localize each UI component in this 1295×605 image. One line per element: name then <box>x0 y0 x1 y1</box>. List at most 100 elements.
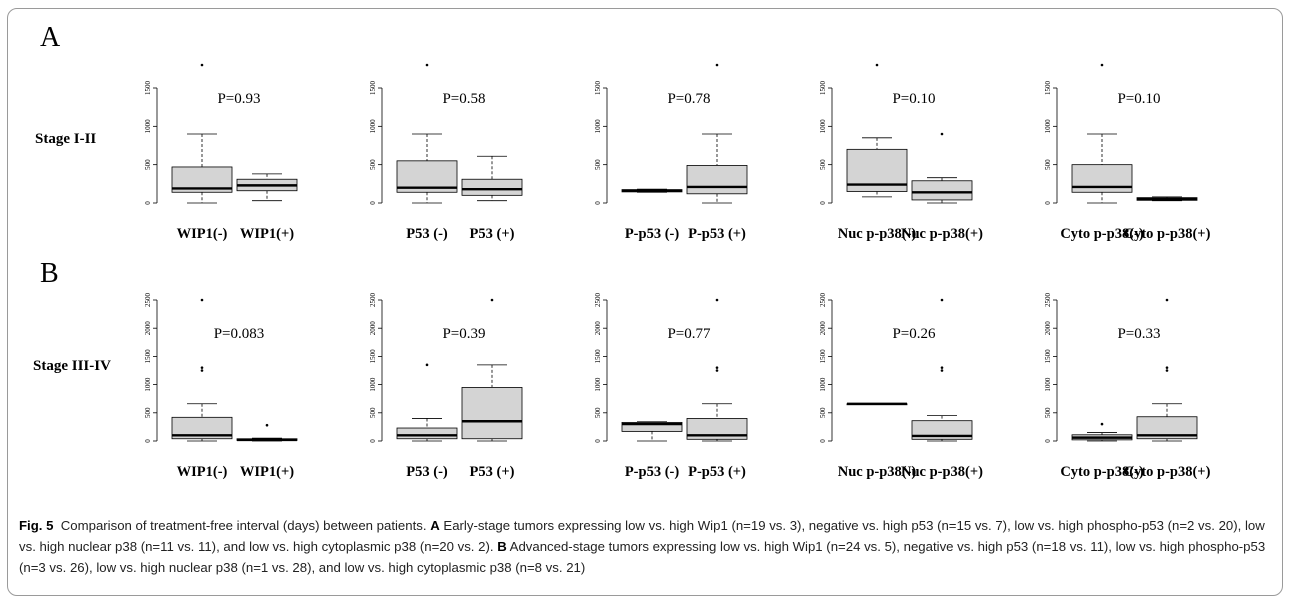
plot-4-y-tick-label: 0 <box>819 201 827 205</box>
stage-label-b: Stage III-IV <box>33 358 111 374</box>
plot-6-group-1-outlier <box>200 298 204 302</box>
plot-4-y-tick-label: 1500 <box>819 81 827 96</box>
plot-4-group-1-label: Nuc p-p38(-) <box>838 226 917 242</box>
plot-9-y-tick-label: 2500 <box>819 293 827 308</box>
plot-8-group-2-outlier <box>715 366 719 369</box>
plot-9-y-tick-label: 2000 <box>819 321 827 336</box>
plot-2-group-1-label: P53 (-) <box>406 226 448 242</box>
plot-2-y-tick-label: 500 <box>369 159 377 170</box>
plot-8-group-2-label: P-p53 (+) <box>688 464 746 480</box>
plot-6-y-tick-label: 1500 <box>144 349 152 364</box>
plot-6-group-1-box <box>171 416 233 440</box>
plot-6-y-tick-label: 2000 <box>144 321 152 336</box>
plot-10-y-tick-label: 500 <box>1044 407 1052 418</box>
plot-7-p-value: P=0.39 <box>442 326 485 342</box>
plot-2-y-tick-label: 0 <box>369 201 377 205</box>
plot-5-group-1-outlier <box>1100 63 1104 67</box>
plot-10-p-value: P=0.33 <box>1117 326 1160 342</box>
plot-1-y-tick-label: 1500 <box>144 81 152 96</box>
plot-7-y-tick-label: 500 <box>369 407 377 418</box>
plot-3-group-2-label: P-p53 (+) <box>688 226 746 242</box>
plot-6-group-1-outlier <box>200 369 204 372</box>
plot-8-group-1-label: P-p53 (-) <box>625 464 680 480</box>
plot-6-group-2-label: WIP1(+) <box>240 464 294 480</box>
plot-10-group-2-label: Cyto p-p38(+) <box>1124 464 1211 480</box>
stage-label-a: Stage I-II <box>35 131 97 147</box>
plot-10-y-tick-label: 1500 <box>1044 349 1052 364</box>
plot-10-group-2-outlier <box>1165 298 1169 302</box>
plot-1-group-2-label: WIP1(+) <box>240 226 294 242</box>
panel-b-letter: B <box>40 258 59 289</box>
plot-7-group-2-box <box>461 387 523 440</box>
plot-1-y-tick-label: 500 <box>144 159 152 170</box>
plot-9-y-tick-label: 0 <box>819 439 827 443</box>
plot-1-y-tick-label: 1000 <box>144 119 152 134</box>
plot-5-group-2-label: Cyto p-p38(+) <box>1124 226 1211 242</box>
plot-7-y-tick-label: 0 <box>369 439 377 443</box>
plot-7-group-1-outlier <box>425 363 429 367</box>
plot-1-group-1-label: WIP1(-) <box>177 226 228 242</box>
plot-9-group-2-outlier <box>940 298 944 302</box>
plot-6-p-value: P=0.083 <box>214 326 265 342</box>
plot-10-group-2-outlier <box>1165 366 1169 369</box>
plot-4-group-2-box <box>911 180 973 201</box>
plot-2-group-2-box <box>461 178 523 196</box>
plot-5-y-tick-label: 500 <box>1044 159 1052 170</box>
plot-5-group-1-label: Cyto p-p38(-) <box>1060 226 1144 242</box>
plot-4-group-2-label: Nuc p-p38(+) <box>901 226 983 242</box>
plot-3-y-tick-label: 1500 <box>594 81 602 96</box>
plot-6-group-2-outlier <box>265 423 269 427</box>
plot-6-y-tick-label: 0 <box>144 439 152 443</box>
plot-1-y-tick-label: 0 <box>144 201 152 205</box>
plot-3-y-tick-label: 1000 <box>594 119 602 134</box>
plot-8-y-tick-label: 0 <box>594 439 602 443</box>
plot-5-y-tick-label: 1000 <box>1044 119 1052 134</box>
plot-3-group-2-box <box>686 165 748 195</box>
figure-frame <box>7 8 1283 596</box>
plot-7-y-tick-label: 2000 <box>369 321 377 336</box>
caption-intro: Comparison of treatment-free interval (d… <box>60 518 427 533</box>
plot-4-group-1-outlier <box>875 63 879 67</box>
caption-b-text: Advanced-stage tumors expressing low vs.… <box>19 539 1266 575</box>
plot-7-y-tick-label: 1500 <box>369 349 377 364</box>
plot-4-y-tick-label: 1000 <box>819 119 827 134</box>
plot-3-p-value: P=0.78 <box>667 91 710 107</box>
plot-2-y-tick-label: 1500 <box>369 81 377 96</box>
plot-8-y-tick-label: 2500 <box>594 293 602 308</box>
plot-1-p-value: P=0.93 <box>217 91 260 107</box>
plot-10-group-1-outlier <box>1100 422 1104 426</box>
caption-a-text: Early-stage tumors expressing low vs. hi… <box>19 518 1265 554</box>
plot-8-group-1-box <box>621 421 683 432</box>
plot-2-y-tick-label: 1000 <box>369 119 377 134</box>
plot-6-y-tick-label: 500 <box>144 407 152 418</box>
plot-8-p-value: P=0.77 <box>667 326 711 342</box>
plot-6-group-1-label: WIP1(-) <box>177 464 228 480</box>
plot-3-y-tick-label: 500 <box>594 159 602 170</box>
plot-9-y-tick-label: 1500 <box>819 349 827 364</box>
figure-caption: Fig. 5 Comparison of treatment-free inte… <box>19 515 1269 578</box>
plot-4-group-2-outlier <box>940 132 944 136</box>
plot-10-group-2-outlier <box>1165 369 1169 372</box>
plot-10-y-tick-label: 2000 <box>1044 321 1052 336</box>
plot-7-group-1-label: P53 (-) <box>406 464 448 480</box>
plot-9-group-2-outlier <box>940 366 944 369</box>
plot-8-y-tick-label: 1500 <box>594 349 602 364</box>
plot-2-group-2-label: P53 (+) <box>470 226 515 242</box>
plot-7-group-2-outlier <box>490 298 494 302</box>
plot-3-group-1-label: P-p53 (-) <box>625 226 680 242</box>
plot-8-y-tick-label: 2000 <box>594 321 602 336</box>
plot-9-y-tick-label: 500 <box>819 407 827 418</box>
plot-9-group-2-outlier <box>940 369 944 372</box>
plot-2-p-value: P=0.58 <box>442 91 485 107</box>
plot-7-group-1-box <box>396 427 458 440</box>
plot-5-group-1-box <box>1071 164 1133 193</box>
plot-3-group-2-outlier <box>715 63 719 67</box>
plot-7-group-2-label: P53 (+) <box>470 464 515 480</box>
plot-3-y-tick-label: 0 <box>594 201 602 205</box>
plot-9-group-2-label: Nuc p-p38(+) <box>901 464 983 480</box>
plot-10-group-1-label: Cyto p-p38(-) <box>1060 464 1144 480</box>
plot-5-p-value: P=0.10 <box>1117 91 1160 107</box>
plot-10-y-tick-label: 1000 <box>1044 377 1052 392</box>
plot-8-group-2-outlier <box>715 298 719 302</box>
plot-6-y-tick-label: 2500 <box>144 293 152 308</box>
